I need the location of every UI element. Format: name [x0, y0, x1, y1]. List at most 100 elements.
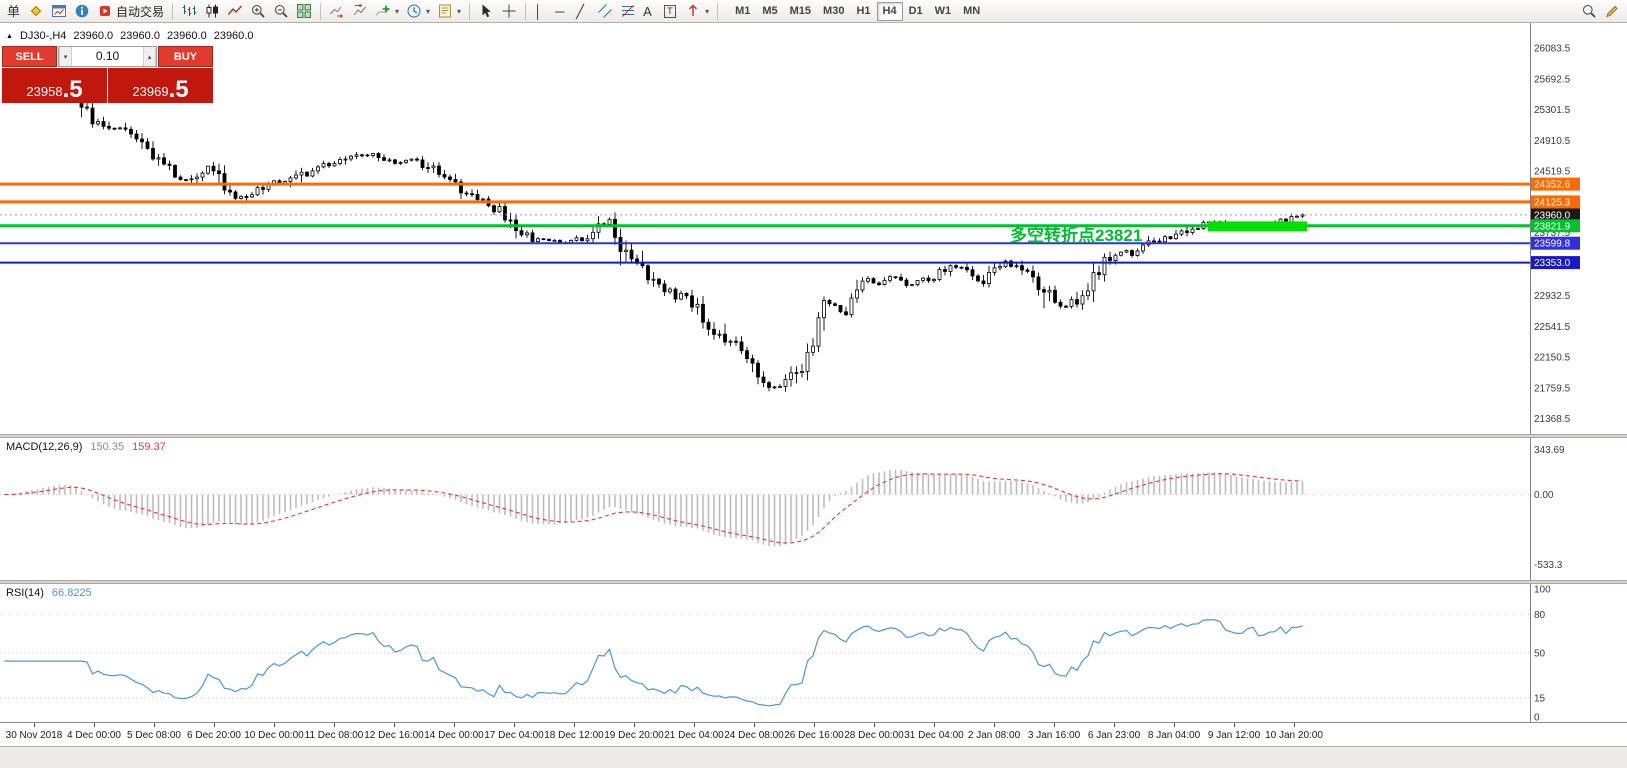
price-badge [1531, 195, 1580, 209]
toolbar-separator [320, 2, 322, 20]
horizontal-line-icon[interactable]: ─ [552, 1, 572, 21]
autotrading-button[interactable]: 自动交易 [94, 1, 167, 21]
periods-icon[interactable]: ▾ [403, 1, 433, 21]
timeframe-h1-button[interactable]: H1 [850, 2, 876, 21]
auto-scroll-icon[interactable] [326, 1, 348, 21]
quotes-diamond-icon[interactable] [25, 1, 47, 21]
templates-icon[interactable]: ▾ [434, 1, 464, 21]
toolbar-separator [469, 2, 471, 20]
time-label: 12 Dec 16:00 [364, 730, 424, 741]
buy-price-big: .5 [168, 76, 189, 103]
channel-icon[interactable] [594, 1, 616, 21]
buy-button[interactable]: BUY [158, 46, 213, 67]
candlestick-chart-icon[interactable] [201, 1, 223, 21]
timeframe-h4-button[interactable]: H4 [876, 1, 903, 21]
main-chart-panel: 26083.5 25692.5 25301.5 24910.5 24519.5 23737… [0, 23, 1627, 434]
time-label: 6 Dec 20:00 [187, 730, 241, 741]
symbol-search-icon[interactable] [1578, 1, 1600, 21]
time-axis[interactable]: 30 Nov 2018 4 Dec 00:00 5 Dec 08:00 6 Dec 2… [0, 722, 1627, 746]
buy-price[interactable]: 23969.5 [108, 68, 213, 103]
indicators-icon[interactable]: ▾ [372, 1, 402, 21]
time-label: 8 Jan 04:00 [1147, 730, 1201, 741]
timeframe-m1-button[interactable]: M1 [729, 2, 756, 21]
volume-increase-button[interactable]: ▴ [143, 47, 156, 66]
time-label: 4 Dec 00:00 [67, 730, 121, 741]
rsi-title: RSI(14) [6, 587, 44, 599]
price-axis-label: 23737.5 [1534, 228, 1571, 239]
chart-window-icon[interactable] [48, 1, 70, 21]
zoom-out-icon[interactable] [270, 1, 292, 21]
rsi-axis-label: 50 [1534, 649, 1546, 660]
timeframe-d1-button[interactable]: D1 [903, 2, 929, 21]
price-badge-label: 24125.3 [1534, 197, 1571, 208]
cursor-icon[interactable] [475, 1, 497, 21]
dropdown-caret-icon: ▾ [457, 6, 462, 16]
timeframe-m15-button[interactable]: M15 [784, 2, 817, 21]
low-value: 23960.0 [166, 30, 207, 42]
text-label-icon[interactable]: T [661, 1, 681, 21]
fibonacci-icon[interactable] [617, 1, 639, 21]
time-label: 11 Dec 08:00 [304, 730, 364, 741]
timeframe-m5-button[interactable]: M5 [756, 2, 783, 21]
toolbar: 单 自动交易 ▾ ▾ ▾ │ ─ ╱ A T ▾ M1 M5 M15 M30 H1 H4 D1 W1 MN [0, 0, 1627, 23]
time-label: 28 Dec 00:00 [844, 730, 904, 741]
one-click-trading-panel: SELL ▾ 0.10 ▴ BUY 23958.5 23969.5 [2, 46, 213, 103]
ohlc-readout: ▲ DJ30-,H4 23960.0 23960.0 23960.0 23960… [6, 30, 253, 42]
close-value: 23960.0 [213, 30, 254, 42]
timeframe-mn-button[interactable]: MN [957, 2, 986, 21]
sell-button[interactable]: SELL [2, 46, 57, 67]
price-axis-label: 24519.5 [1534, 167, 1571, 178]
time-tick [94, 723, 95, 727]
price-badge-label: 23821.9 [1534, 221, 1571, 232]
rsi-axis-label: 15 [1534, 693, 1546, 704]
text-icon[interactable]: A [640, 1, 660, 21]
price-axis-label: 25692.5 [1534, 74, 1571, 85]
panel-divider[interactable] [0, 580, 1627, 584]
timeframe-w1-button[interactable]: W1 [929, 2, 958, 21]
tile-windows-icon[interactable] [293, 1, 315, 21]
symbol-period-label: DJ30-,H4 [19, 30, 67, 42]
info-icon[interactable] [71, 1, 93, 21]
sell-price[interactable]: 23958.5 [2, 68, 107, 103]
timeframe-m30-button[interactable]: M30 [817, 2, 850, 21]
time-tick [634, 723, 635, 727]
time-tick [274, 723, 275, 727]
time-label: 9 Jan 12:00 [1207, 730, 1261, 741]
highlight-rectangle[interactable] [1208, 221, 1307, 232]
rsi-canvas[interactable]: 100 80 50 15 0 [0, 584, 1627, 722]
subwindow-arrow-icon[interactable]: ▲ [6, 32, 13, 40]
chart-edit-icon[interactable] [1601, 1, 1623, 21]
time-tick [154, 723, 155, 727]
time-tick [934, 723, 935, 727]
macd-header: MACD(12,26,9) 150.35 159.37 [6, 441, 166, 453]
macd-axis-label: 0.00 [1534, 490, 1554, 501]
crosshair-icon[interactable] [498, 1, 520, 21]
vertical-line-icon[interactable]: │ [531, 1, 551, 21]
price-axis-label: 24910.5 [1534, 136, 1571, 147]
time-tick [1234, 723, 1235, 727]
arrows-icon[interactable]: ▾ [682, 1, 712, 21]
time-label: 14 Dec 00:00 [424, 730, 484, 741]
new-order-button[interactable]: 单 [4, 1, 24, 21]
zoom-in-icon[interactable] [247, 1, 269, 21]
time-label: 18 Dec 12:00 [544, 730, 604, 741]
bar-chart-icon[interactable] [178, 1, 200, 21]
high-value: 23960.0 [120, 30, 160, 42]
macd-axis-label: -533.3 [1534, 560, 1563, 571]
volume-value[interactable]: 0.10 [95, 49, 120, 63]
pivot-annotation[interactable]: 多空转折点23821 [1010, 226, 1143, 245]
trendline-icon[interactable]: ╱ [573, 1, 593, 21]
time-label: 2 Jan 08:00 [967, 730, 1021, 741]
rsi-line [4, 619, 1303, 707]
rsi-value: 66.8225 [51, 587, 92, 599]
line-chart-icon[interactable] [224, 1, 246, 21]
time-tick [34, 723, 35, 727]
panel-divider[interactable] [0, 434, 1627, 438]
volume-stepper: ▾ 0.10 ▴ [58, 46, 157, 67]
volume-decrease-button[interactable]: ▾ [59, 47, 72, 66]
macd-canvas[interactable]: 343.69 0.00 -533.3 [0, 438, 1627, 580]
chart-shift-icon[interactable] [349, 1, 371, 21]
main-chart-canvas[interactable]: 26083.5 25692.5 25301.5 24910.5 24519.5 23737… [0, 23, 1627, 434]
price-axis-label: 21759.5 [1534, 383, 1571, 394]
time-label: 21 Dec 04:00 [664, 730, 724, 741]
